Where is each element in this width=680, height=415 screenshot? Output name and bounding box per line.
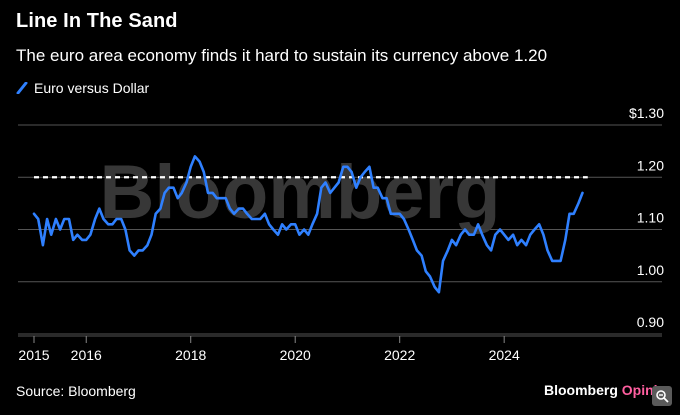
y-tick-label: 1.20 xyxy=(637,157,664,173)
series-layer xyxy=(32,155,584,294)
grid-lines xyxy=(18,124,662,337)
chart-title: Line In The Sand xyxy=(16,10,178,32)
source-note: Source: Bloomberg xyxy=(16,383,136,399)
x-tick-label: 2018 xyxy=(175,347,206,363)
series-line-euro-usd xyxy=(32,155,584,294)
x-tick-label: 2024 xyxy=(489,347,520,363)
legend-line-icon xyxy=(16,82,28,94)
brand-logo: Bloomberg Opinion xyxy=(544,382,664,398)
watermark: Bloomberg xyxy=(99,150,500,235)
legend: Euro versus Dollar xyxy=(16,80,149,96)
y-tick-label: 1.10 xyxy=(637,210,664,226)
chart-subtitle: The euro area economy finds it hard to s… xyxy=(16,46,548,65)
expand-icon[interactable] xyxy=(652,386,672,406)
brand-name: Bloomberg xyxy=(544,382,618,398)
y-axis: $1.30 1.20 1.10 1.00 0.90 xyxy=(629,105,664,330)
x-axis: 2015 2016 2018 2020 2022 2024 xyxy=(18,336,520,363)
x-tick-label: 2022 xyxy=(384,347,415,363)
y-tick-label: 1.00 xyxy=(637,262,664,278)
legend-label: Euro versus Dollar xyxy=(34,80,150,96)
x-tick-label: 2016 xyxy=(71,347,102,363)
x-tick-label: 2020 xyxy=(280,347,311,363)
y-tick-label: $1.30 xyxy=(629,105,664,121)
y-tick-label: 0.90 xyxy=(637,314,664,330)
x-tick-label: 2015 xyxy=(18,347,49,363)
